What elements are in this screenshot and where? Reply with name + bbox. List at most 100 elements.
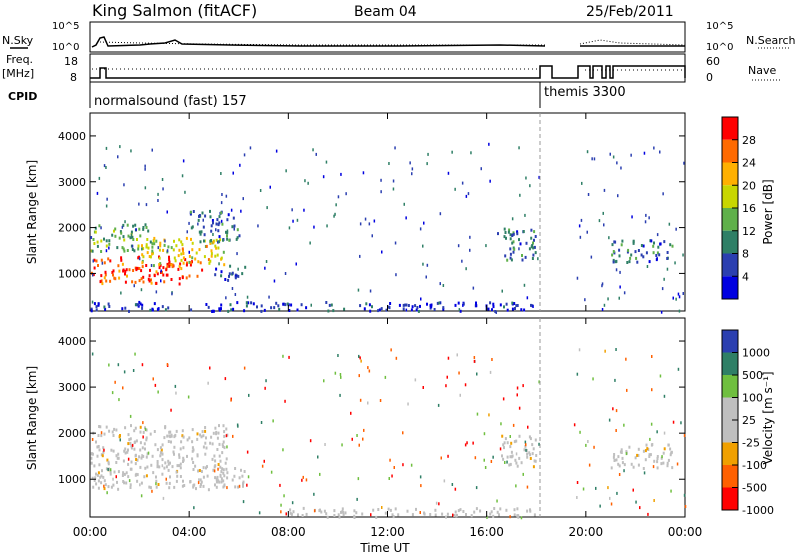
heatmap-cell (502, 397, 505, 401)
heatmap-cell (410, 308, 413, 312)
heatmap-cell (131, 235, 134, 239)
heatmap-cell (209, 259, 212, 263)
heatmap-cell (197, 481, 200, 485)
y-tick-label: 4000 (58, 130, 86, 143)
heatmap-cell (105, 279, 108, 283)
heatmap-cell (176, 474, 179, 478)
heatmap-cell (656, 233, 659, 237)
heatmap-cell (619, 285, 621, 289)
heatmap-cell (516, 393, 518, 397)
x-tick-label: 20:00 (569, 525, 604, 539)
heatmap-cell (225, 194, 228, 198)
heatmap-cell (613, 459, 616, 462)
heatmap-cell (105, 204, 108, 208)
heatmap-cell (162, 248, 165, 252)
heatmap-cell (150, 281, 153, 285)
colorbar-tick-label: 28 (742, 134, 756, 147)
heatmap-cell (422, 244, 424, 248)
heatmap-cell (521, 254, 523, 257)
heatmap-cell (437, 403, 440, 407)
heatmap-cell (635, 256, 638, 260)
heatmap-cell (656, 455, 659, 458)
heatmap-cell (164, 426, 167, 430)
heatmap-cell (364, 217, 367, 221)
heatmap-cell (139, 465, 142, 469)
heatmap-cell (614, 260, 617, 264)
heatmap-cell (388, 162, 390, 165)
heatmap-cell (402, 463, 404, 467)
heatmap-cell (459, 309, 462, 313)
heatmap-cell (103, 261, 106, 265)
heatmap-cell (165, 477, 167, 481)
heatmap-cell (221, 443, 224, 447)
heatmap-cell (105, 249, 108, 253)
heatmap-cell (532, 447, 535, 451)
heatmap-cell (123, 238, 126, 242)
heatmap-cell (470, 514, 473, 518)
heatmap-cell (117, 487, 120, 491)
heatmap-cell (232, 171, 234, 175)
heatmap-cell (156, 465, 159, 469)
heatmap-cell (129, 483, 132, 487)
heatmap-cell (509, 455, 512, 459)
heatmap-cell (202, 434, 205, 438)
heatmap-cell (161, 464, 164, 468)
heatmap-cell (182, 252, 185, 255)
heatmap-cell (155, 290, 158, 294)
heatmap-cell (644, 458, 647, 462)
heatmap-cell (474, 456, 477, 460)
heatmap-cell (210, 435, 213, 439)
heatmap-cell (209, 209, 211, 213)
heatmap-cell (518, 247, 520, 251)
heatmap-cell (98, 224, 101, 228)
heatmap-cell (528, 451, 531, 455)
heatmap-cell (473, 359, 476, 363)
heatmap-cell (509, 256, 512, 260)
heatmap-cell (190, 308, 193, 312)
heatmap-cell (111, 271, 114, 274)
heatmap-cell (233, 474, 236, 478)
heatmap-cell (121, 225, 124, 229)
heatmap-cell (666, 267, 669, 271)
heatmap-cell (601, 282, 604, 286)
heatmap-cell (91, 300, 94, 304)
heatmap-cell (458, 308, 461, 312)
heatmap-cell (179, 447, 182, 451)
heatmap-cell (221, 467, 224, 471)
heatmap-cell (139, 234, 142, 238)
heatmap-cell (652, 465, 655, 469)
heatmap-cell (573, 423, 576, 427)
heatmap-cell (198, 248, 201, 252)
heatmap-cell (220, 480, 223, 484)
heatmap-cell (324, 443, 326, 446)
heatmap-cell (141, 261, 144, 265)
heatmap-cell (257, 224, 259, 228)
heatmap-cell (108, 242, 111, 246)
heatmap-cell (175, 479, 178, 483)
heatmap-cell (506, 308, 509, 312)
heatmap-cell (242, 197, 244, 201)
colorbar-swatch (722, 117, 738, 140)
heatmap-cell (133, 447, 136, 451)
heatmap-cell (220, 256, 223, 260)
heatmap-cell (663, 447, 666, 451)
heatmap-cell (532, 246, 535, 250)
heatmap-cell (637, 447, 640, 451)
heatmap-cell (154, 443, 157, 447)
heatmap-cell (414, 378, 417, 382)
heatmap-cell (148, 279, 151, 283)
heatmap-cell (234, 467, 237, 470)
heatmap-cell (137, 244, 140, 248)
heatmap-cell (179, 475, 182, 478)
heatmap-cell (475, 486, 478, 490)
heatmap-cell (182, 456, 185, 460)
heatmap-cell (419, 227, 422, 231)
heatmap-cell (628, 445, 631, 449)
heatmap-cell (660, 462, 663, 466)
heatmap-cell (220, 274, 223, 278)
heatmap-cell (134, 280, 137, 284)
heatmap-cell (456, 513, 458, 517)
heatmap-cell (462, 303, 464, 307)
heatmap-cell (114, 234, 117, 238)
heatmap-cell (112, 477, 114, 481)
